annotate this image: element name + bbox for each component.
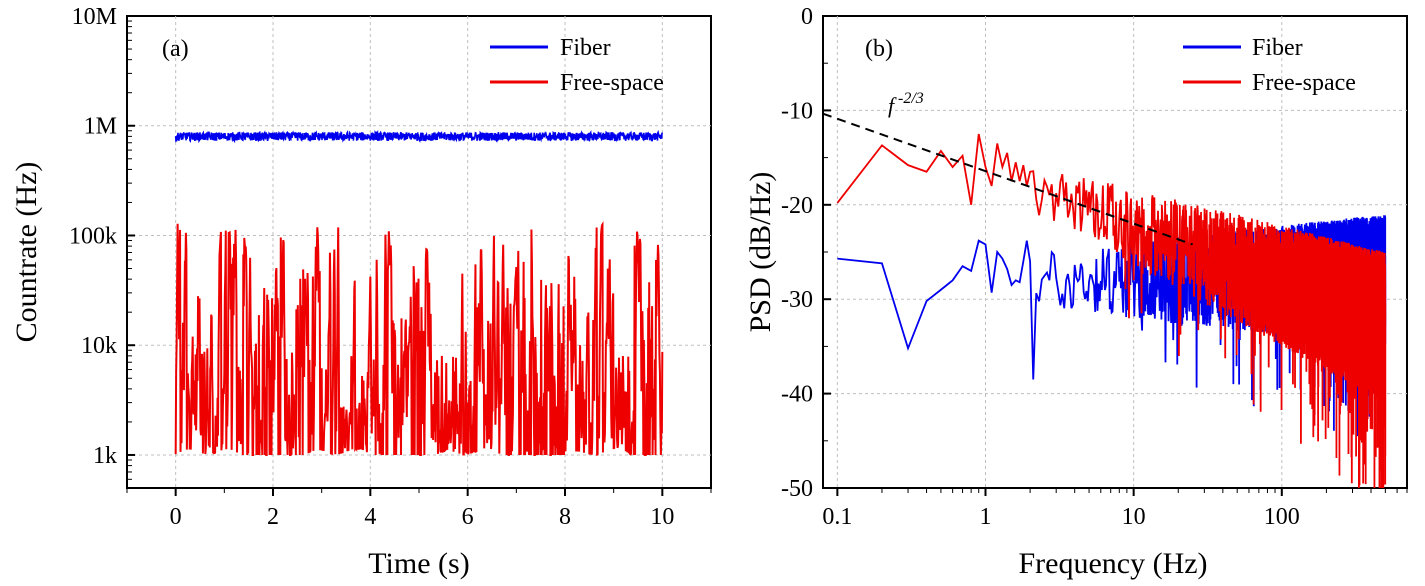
panel-b: 0 -10 -20 -30 -40 -50 0.1 1 10 100 (b) Frequency … (744, 4, 1408, 580)
panel-b-series-free-space (836, 133, 1387, 489)
panel-a-y-axis-title: Countrate (Hz) (10, 162, 43, 343)
panel-b-legend-free-space-label: Free-space (1252, 70, 1356, 96)
panel-a-legend-free-space-label: Free-space (560, 70, 664, 96)
panel-a-xtick-label: 4 (364, 504, 376, 530)
panel-b-y-axis-title: PSD (dB/Hz) (744, 172, 777, 333)
panel-a-xtick-label: 0 (170, 504, 182, 530)
panel-a-legend: Fiber Free-space (490, 35, 664, 96)
panel-a-ytick-label: 100k (69, 223, 117, 249)
panel-a-ytick-label: 1k (93, 443, 117, 469)
panel-b-ytick-label: -30 (781, 287, 813, 313)
panel-b-ytick-label: -50 (781, 476, 813, 502)
panel-b-trend-line (822, 112, 1193, 246)
panel-a: 1k 10k 100k 1M 10M 0 2 4 6 8 10 (a) Time (s) Count… (10, 4, 712, 580)
panel-b-trend-exponent: -2/3 (898, 90, 924, 107)
panel-b-ticks: 0 -10 -20 -30 -40 -50 0.1 1 10 100 (781, 4, 1408, 530)
panel-b-xtick-label: 10 (1122, 504, 1146, 530)
panel-a-xtick-label: 2 (267, 504, 279, 530)
panel-a-xtick-label: 8 (559, 504, 571, 530)
panel-b-trend-base: f (888, 93, 897, 118)
panel-b-xtick-label: 100 (1264, 504, 1300, 530)
panel-b-legend: Fiber Free-space (1183, 35, 1356, 96)
panel-b-xtick-label: 1 (980, 504, 992, 530)
panel-a-series (174, 129, 664, 456)
panel-a-xtick-label: 6 (462, 504, 474, 530)
panel-b-ytick-label: -10 (781, 98, 813, 124)
panel-b-x-axis-title: Frequency (Hz) (1018, 547, 1207, 580)
panel-a-series-fiber (174, 129, 664, 144)
panel-a-x-axis-title: Time (s) (368, 547, 469, 580)
panel-a-series-free-space (174, 220, 664, 456)
panel-a-legend-fiber-label: Fiber (560, 35, 611, 61)
panel-b-ytick-label: -20 (781, 193, 813, 219)
panel-a-label: (a) (162, 36, 189, 62)
panel-a-xtick-label: 10 (650, 504, 674, 530)
panel-b-ytick-label: -40 (781, 382, 813, 408)
panel-a-ytick-label: 10k (81, 333, 117, 359)
panel-b-series (822, 112, 1387, 489)
panel-b-ytick-label: 0 (801, 4, 813, 30)
panel-b-xtick-label: 0.1 (822, 504, 852, 530)
panel-a-ytick-label: 1M (84, 114, 117, 140)
panel-a-ticks: 1k 10k 100k 1M 10M 0 2 4 6 8 10 (69, 4, 712, 530)
panel-a-ytick-label: 10M (72, 4, 117, 30)
panel-b-legend-fiber-label: Fiber (1252, 35, 1303, 61)
panel-b-label: (b) (865, 36, 893, 62)
panel-b-trend-annotation: f -2/3 (888, 90, 924, 118)
